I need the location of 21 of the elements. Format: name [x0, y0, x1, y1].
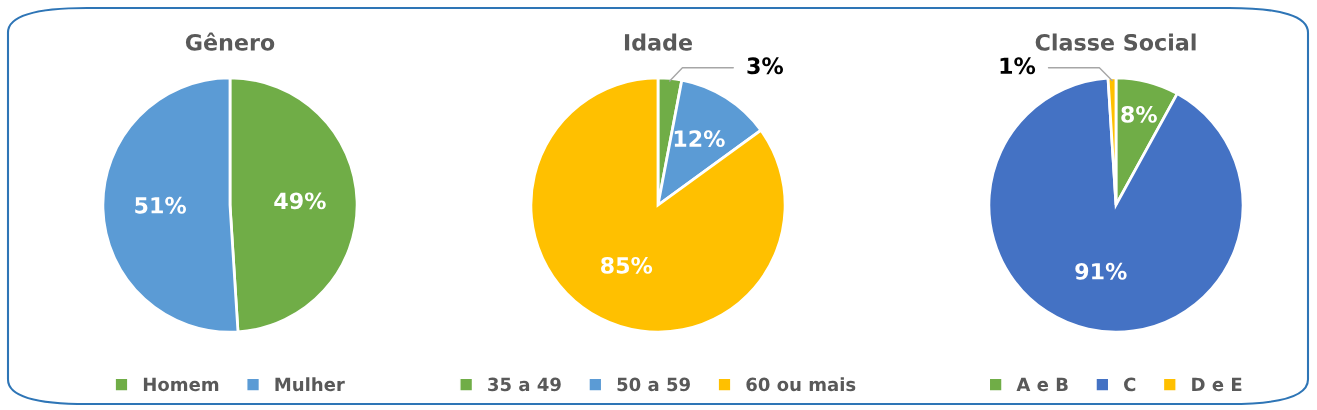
data-label: 3% — [747, 57, 784, 75]
legend-label: A e B — [1016, 377, 1068, 392]
legend-label: Homem — [143, 377, 219, 392]
chart-title: Classe Social — [1035, 33, 1196, 51]
data-label: 51% — [135, 196, 187, 214]
data-label: 12% — [674, 130, 725, 148]
data-label: 91% — [1075, 262, 1127, 280]
legend-label: Mulher — [275, 377, 345, 392]
data-label: 1% — [1000, 57, 1036, 75]
legend-label: 60 ou mais — [746, 377, 856, 392]
legend-label: 35 a 49 — [488, 377, 561, 392]
data-label: 85% — [601, 256, 653, 274]
pie-slice — [987, 76, 1245, 334]
legend-label: C — [1124, 377, 1136, 392]
chart-title: Idade — [624, 33, 692, 51]
legend-label: D e E — [1192, 377, 1242, 392]
data-label: 49% — [274, 192, 326, 210]
chart-title: Gênero — [185, 32, 275, 51]
data-label: 8% — [1121, 105, 1157, 123]
legend-label: 50 a 59 — [617, 377, 690, 392]
pie-slice — [529, 76, 787, 334]
